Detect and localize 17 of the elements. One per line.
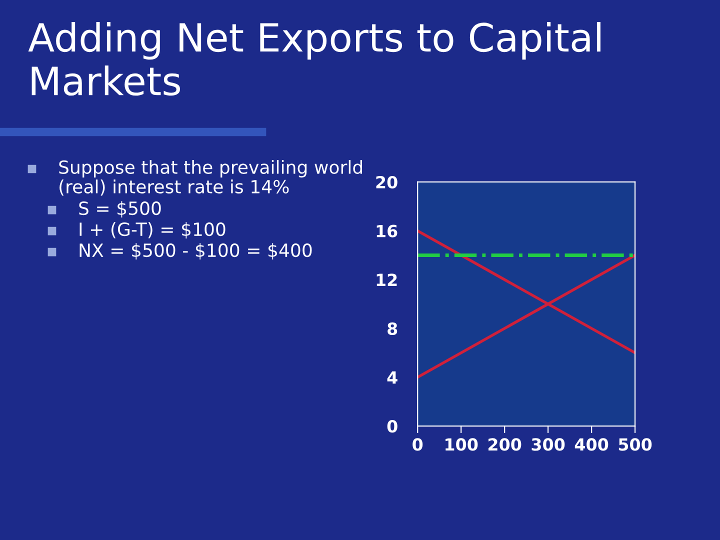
text: Suppose that the prevailing world (real) interest rate is 14% (59, 160, 362, 196)
text: I + (G-T) = $100 (80, 222, 226, 238)
x-tick-label: 500 (618, 438, 652, 451)
y-tick-label: 20 (376, 176, 398, 189)
x-tick-label: 100 (446, 438, 478, 451)
y-tick-label: 12 (376, 274, 397, 286)
text: NX = $500 - $100 = $400 (80, 243, 312, 260)
x-tick-label: 200 (488, 438, 522, 451)
x-tick-label: 400 (574, 438, 608, 451)
y-tick-label: 0 (387, 420, 398, 433)
y-tick-label: 4 (387, 371, 398, 384)
y-tick-label: 8 (388, 322, 398, 335)
text: S = $500 (79, 201, 161, 218)
y-tick-label: 16 (376, 224, 398, 238)
x-tick-label: 0 (412, 438, 423, 451)
chart-title: Adding Net Exports to Capital Markets (28, 22, 600, 96)
x-tick-label: 300 (532, 438, 565, 451)
